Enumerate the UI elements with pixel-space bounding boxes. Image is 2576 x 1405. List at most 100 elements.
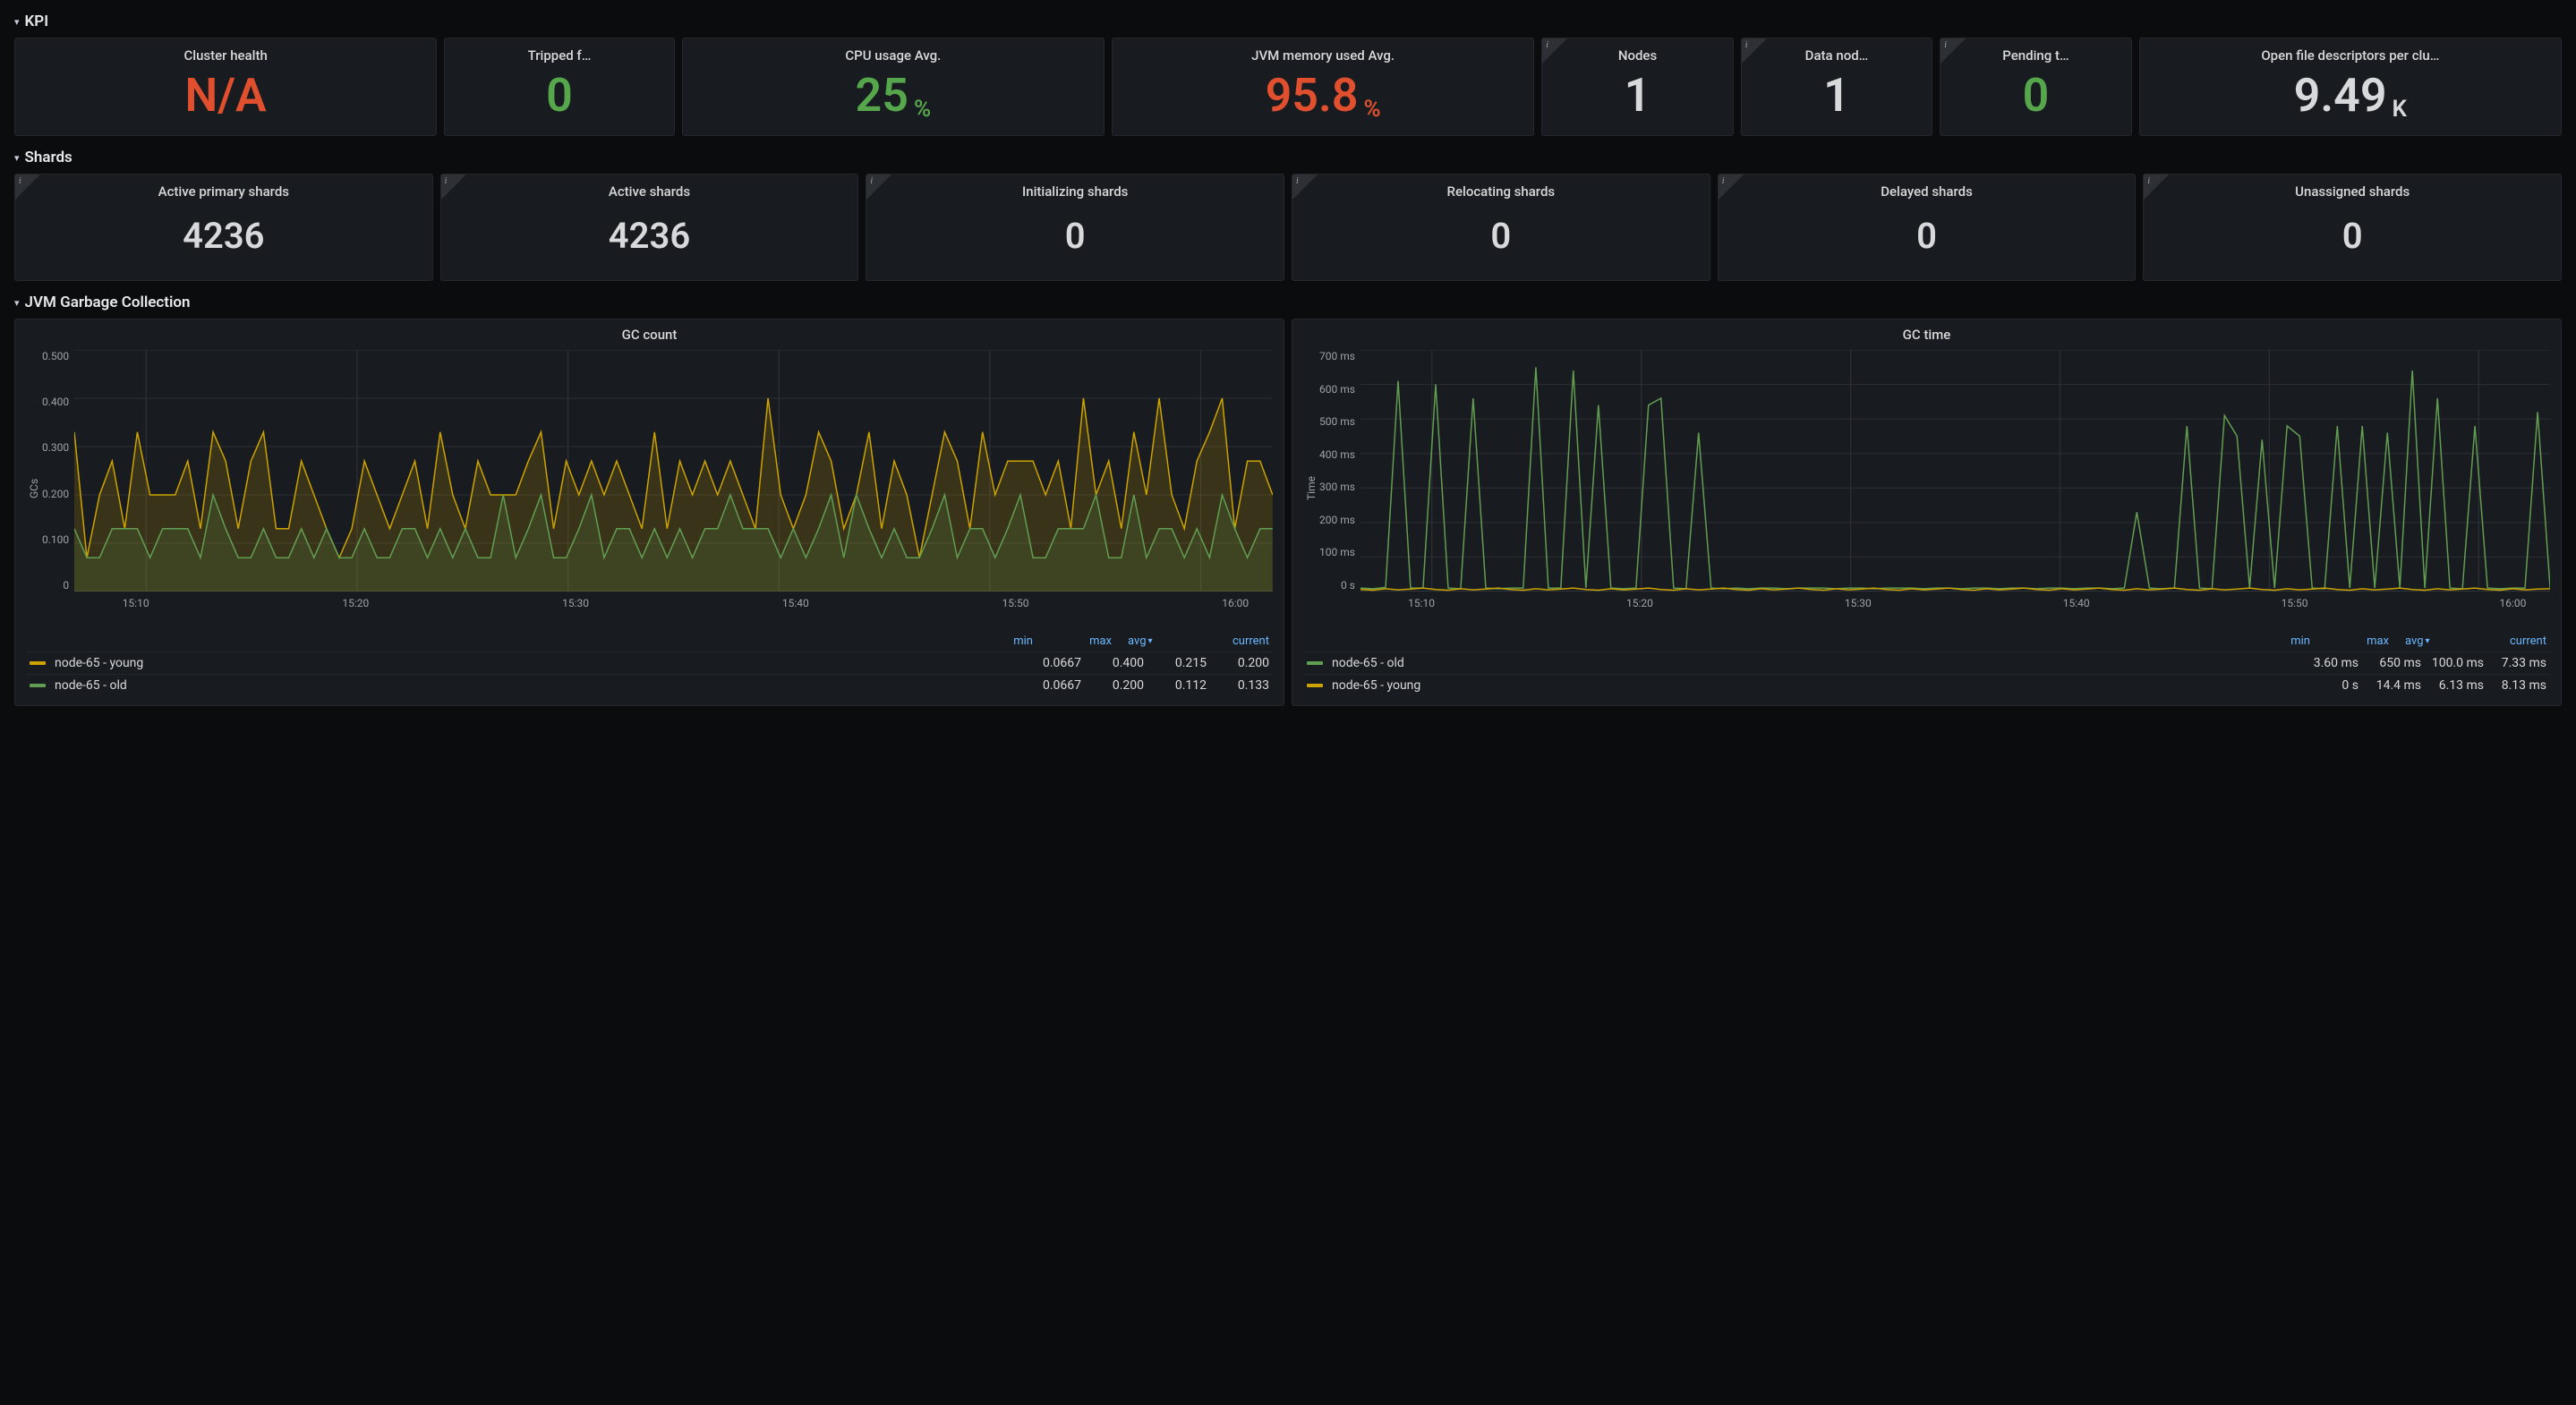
stat-panel[interactable]: i Data nod…1 xyxy=(1741,38,1932,136)
info-icon[interactable]: i xyxy=(1742,38,1767,64)
stat-value-wrap: 0 xyxy=(1065,200,1086,273)
legend-col-min[interactable]: min xyxy=(2248,634,2310,648)
panel-title: Active shards xyxy=(609,183,690,200)
panel-title: Initializing shards xyxy=(1022,183,1128,200)
info-icon[interactable]: i xyxy=(2144,175,2169,200)
legend-cell: 6.13 ms xyxy=(2421,678,2484,693)
panel-title: Tripped f… xyxy=(528,47,592,64)
chart-title: GC time xyxy=(1303,327,2550,343)
legend-name: node-65 - young xyxy=(55,656,1019,670)
stat-panel[interactable]: i Delayed shards 0 xyxy=(1718,174,2137,281)
stat-value: 95.8 xyxy=(1266,72,1359,119)
info-icon[interactable]: i xyxy=(1542,38,1567,64)
legend-cell: 0.200 xyxy=(1207,656,1269,670)
legend-col-avg[interactable]: avg ▾ xyxy=(1128,634,1190,648)
panel-title: Nodes xyxy=(1618,47,1657,64)
legend-cell: 0 s xyxy=(2296,678,2358,693)
stat-panel[interactable]: iActive primary shards4236 xyxy=(14,174,433,281)
section-title: JVM Garbage Collection xyxy=(25,294,191,311)
stat-panel[interactable]: JVM memory used Avg.95.8% xyxy=(1112,38,1534,136)
info-icon[interactable]: i xyxy=(441,175,466,200)
stat-unit: K xyxy=(2393,96,2407,128)
legend-row[interactable]: node-65 - young0 s14.4 ms6.13 ms8.13 ms xyxy=(1303,674,2550,696)
stat-panel[interactable]: i Unassigned shards 0 xyxy=(2143,174,2562,281)
stat-value: 1 xyxy=(1625,72,1651,119)
legend-col-current[interactable]: current xyxy=(2484,634,2546,648)
stat-value: 9.49 xyxy=(2294,72,2387,119)
section-header-jvmgc[interactable]: ▾ JVM Garbage Collection xyxy=(14,288,2562,319)
stat-value: 0 xyxy=(1916,218,1937,254)
section-header-kpi[interactable]: ▾ KPI xyxy=(14,7,2562,38)
stat-panel[interactable]: i Initializing shards0 xyxy=(866,174,1284,281)
stat-value: 4236 xyxy=(183,218,264,254)
panel-title: Pending t… xyxy=(2002,47,2068,64)
x-ticks: 15:1015:2015:3015:4015:5016:00 xyxy=(1361,592,2550,609)
chevron-down-icon: ▾ xyxy=(14,152,20,164)
panel-title: CPU usage Avg. xyxy=(845,47,941,64)
legend-col-avg[interactable]: avg ▾ xyxy=(2405,634,2468,648)
legend-cell: 0.0667 xyxy=(1019,678,1081,693)
chart-title: GC count xyxy=(26,327,1273,343)
stat-value-wrap: 1 xyxy=(1625,64,1651,128)
panel-title: JVM memory used Avg. xyxy=(1251,47,1395,64)
legend-col-max[interactable]: max xyxy=(2326,634,2389,648)
stat-value: 0 xyxy=(2342,218,2363,254)
stat-value-wrap: N/A xyxy=(184,64,266,128)
panel-title: Relocating shards xyxy=(1447,183,1556,200)
legend-header: min max avg ▾ current xyxy=(1303,627,2550,651)
stat-panel[interactable]: Tripped f…0 xyxy=(444,38,674,136)
legend-name: node-65 - young xyxy=(1332,678,2296,693)
info-icon[interactable]: i xyxy=(866,175,891,200)
section-title: KPI xyxy=(25,13,49,30)
swatch xyxy=(30,661,46,665)
panel-title: Open file descriptors per clu… xyxy=(2261,47,2439,64)
stat-value-wrap: 0 xyxy=(2023,64,2050,128)
chart-gc-time[interactable]: GC time Time700 ms600 ms500 ms400 ms300 m… xyxy=(1292,319,2562,706)
swatch xyxy=(1307,661,1323,665)
info-icon[interactable]: i xyxy=(1719,175,1744,200)
swatch xyxy=(1307,684,1323,687)
legend-name: node-65 - old xyxy=(1332,656,2296,670)
chart-gc-count[interactable]: GC countGCs0.5000.4000.3000.2000.100015:… xyxy=(14,319,1284,706)
legend-col-min[interactable]: min xyxy=(970,634,1033,648)
stat-panel[interactable]: Open file descriptors per clu… 9.49K xyxy=(2139,38,2562,136)
stat-value-wrap: 0 xyxy=(2342,200,2363,273)
stat-value-wrap: 95.8% xyxy=(1266,64,1381,128)
chart-area: Time700 ms600 ms500 ms400 ms300 ms200 ms… xyxy=(1303,350,2550,627)
stat-panel[interactable]: iRelocating shards0 xyxy=(1292,174,1710,281)
stat-panel[interactable]: CPU usage Avg. 25% xyxy=(682,38,1105,136)
legend-cell: 8.13 ms xyxy=(2484,678,2546,693)
stat-value: 0 xyxy=(2023,72,2050,119)
stat-value-wrap: 4236 xyxy=(609,200,690,273)
stat-panel[interactable]: i Pending t… 0 xyxy=(1940,38,2131,136)
legend-col-current[interactable]: current xyxy=(1207,634,1269,648)
legend-row[interactable]: node-65 - old0.06670.2000.1120.133 xyxy=(26,674,1273,696)
stat-value-wrap: 4236 xyxy=(183,200,264,273)
legend-col-max[interactable]: max xyxy=(1049,634,1112,648)
stat-panel[interactable]: Cluster healthN/A xyxy=(14,38,437,136)
stat-value-wrap: 1 xyxy=(1823,64,1850,128)
swatch xyxy=(30,684,46,687)
section-header-shards[interactable]: ▾ Shards xyxy=(14,143,2562,174)
section-title: Shards xyxy=(25,149,73,166)
panel-title: Delayed shards xyxy=(1881,183,1973,200)
legend-row[interactable]: node-65 - old3.60 ms650 ms100.0 ms7.33 m… xyxy=(1303,651,2550,674)
info-icon[interactable]: i xyxy=(1292,175,1318,200)
y-axis-label: Time xyxy=(1303,350,1319,627)
legend-cell: 0.112 xyxy=(1144,678,1207,693)
panel-title: Data nod… xyxy=(1805,47,1869,64)
legend-row[interactable]: node-65 - young0.06670.4000.2150.200 xyxy=(26,651,1273,674)
stat-panel[interactable]: i Nodes 1 xyxy=(1541,38,1733,136)
info-icon[interactable]: i xyxy=(1941,38,1966,64)
panel-title: Unassigned shards xyxy=(2295,183,2410,200)
legend-cell: 7.33 ms xyxy=(2484,656,2546,670)
y-axis-label: GCs xyxy=(26,350,42,627)
legend-cell: 0.400 xyxy=(1081,656,1144,670)
stat-value: 25 xyxy=(856,72,908,119)
chevron-down-icon: ▾ xyxy=(14,297,20,309)
stat-unit: % xyxy=(914,96,931,128)
stat-panel[interactable]: i Active shards4236 xyxy=(440,174,859,281)
info-icon[interactable]: i xyxy=(15,175,40,200)
chart-row: GC countGCs0.5000.4000.3000.2000.100015:… xyxy=(14,319,2562,706)
legend-cell: 0.200 xyxy=(1081,678,1144,693)
